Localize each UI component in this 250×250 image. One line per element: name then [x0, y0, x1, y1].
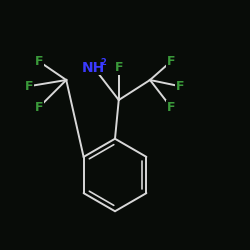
Text: F: F [167, 55, 175, 68]
Text: F: F [24, 80, 33, 93]
Text: F: F [114, 61, 123, 74]
Text: F: F [34, 101, 43, 114]
Text: F: F [167, 101, 175, 114]
Text: NH: NH [82, 60, 106, 74]
Text: F: F [176, 80, 184, 93]
Text: F: F [34, 55, 43, 68]
Text: 2: 2 [101, 58, 107, 67]
